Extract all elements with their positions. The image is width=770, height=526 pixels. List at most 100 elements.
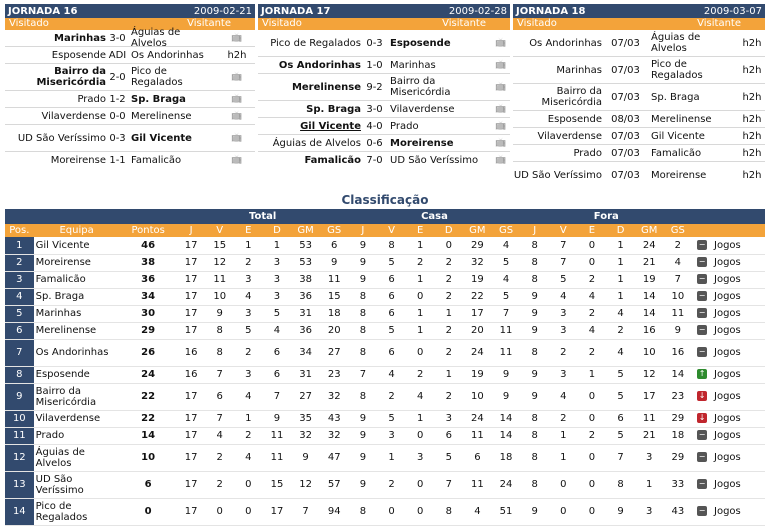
h2h-link[interactable]: h2h bbox=[742, 147, 762, 159]
jogos-link[interactable]: Jogos bbox=[712, 498, 765, 526]
team-name[interactable]: Os Andorinhas bbox=[33, 339, 120, 367]
col-gs[interactable]: GS bbox=[491, 224, 521, 237]
home-team[interactable]: Pico de Regalados bbox=[270, 37, 361, 49]
tv-icon[interactable]: 📺 bbox=[495, 138, 507, 148]
away-team[interactable]: Prado bbox=[390, 120, 419, 132]
home-team[interactable]: Vilaverdense bbox=[41, 110, 106, 122]
away-team[interactable]: Merelinense bbox=[131, 110, 192, 122]
col-d[interactable]: D bbox=[262, 224, 292, 237]
home-team[interactable]: Merelinense bbox=[291, 81, 361, 93]
col-v[interactable]: V bbox=[549, 224, 578, 237]
team-name[interactable]: UD São Veríssimo bbox=[33, 471, 120, 499]
tv-icon[interactable]: 📺 bbox=[495, 60, 507, 70]
home-team[interactable]: UD São Veríssimo bbox=[17, 132, 106, 144]
home-team[interactable]: Marinhas bbox=[556, 64, 602, 76]
away-team[interactable]: Merelinense bbox=[651, 113, 712, 125]
jogos-link[interactable]: Jogos bbox=[712, 366, 765, 384]
match-score[interactable]: 07/03 bbox=[611, 130, 640, 142]
tv-icon[interactable]: 📺 bbox=[231, 94, 243, 104]
jogos-link[interactable]: Jogos bbox=[712, 383, 765, 411]
home-team[interactable]: Bairro da Misericórdia bbox=[36, 66, 106, 88]
team-name[interactable]: Gil Vicente bbox=[33, 237, 120, 255]
home-team[interactable]: Moreirense bbox=[50, 154, 106, 166]
team-name[interactable]: Merelinense bbox=[33, 322, 120, 340]
tv-icon[interactable]: 📺 bbox=[495, 38, 507, 48]
match-score[interactable]: 0-3 bbox=[109, 132, 126, 144]
home-team[interactable]: Águias de Alvelos bbox=[272, 137, 361, 149]
col-pos[interactable]: Pos. bbox=[5, 224, 34, 237]
home-team[interactable]: Famalicão bbox=[304, 154, 361, 166]
away-team[interactable]: Pico de Regalados bbox=[131, 66, 183, 88]
match-score[interactable]: 07/03 bbox=[611, 147, 640, 159]
match-score[interactable]: 07/03 bbox=[611, 91, 640, 103]
tv-icon[interactable]: 📺 bbox=[495, 82, 507, 92]
team-name[interactable]: Sp. Braga bbox=[33, 288, 120, 306]
away-team[interactable]: Sp. Braga bbox=[131, 93, 186, 105]
col-e[interactable]: E bbox=[577, 224, 607, 237]
away-team[interactable]: Águias de Alvelos bbox=[131, 27, 181, 49]
match-score[interactable]: 07/03 bbox=[611, 169, 640, 181]
match-score[interactable]: 1-1 bbox=[109, 154, 126, 166]
away-team[interactable]: Gil Vicente bbox=[131, 132, 192, 144]
team-name[interactable]: Marinhas bbox=[33, 305, 120, 323]
match-score[interactable]: 3-0 bbox=[366, 103, 383, 115]
h2h-link[interactable]: h2h bbox=[742, 91, 762, 103]
team-name[interactable]: Vilaverdense bbox=[33, 410, 120, 428]
jogos-link[interactable]: Jogos bbox=[712, 254, 765, 272]
home-team[interactable]: Prado bbox=[573, 147, 602, 159]
match-score[interactable]: 07/03 bbox=[611, 37, 640, 49]
col-v[interactable]: V bbox=[205, 224, 235, 237]
match-score[interactable]: 0-6 bbox=[366, 137, 383, 149]
away-team[interactable]: Pico de Regalados bbox=[651, 59, 703, 81]
h2h-link[interactable]: h2h bbox=[742, 64, 762, 76]
col-gm[interactable]: GM bbox=[463, 224, 492, 237]
away-team[interactable]: Moreirense bbox=[651, 169, 707, 181]
match-score[interactable]: 08/03 bbox=[611, 113, 640, 125]
col-j[interactable]: J bbox=[176, 224, 206, 237]
col-e[interactable]: E bbox=[234, 224, 263, 237]
h2h-link[interactable]: h2h bbox=[742, 169, 762, 181]
away-team[interactable]: Águias de Alvelos bbox=[651, 32, 701, 54]
away-team[interactable]: Vilaverdense bbox=[390, 103, 455, 115]
col-j[interactable]: J bbox=[520, 224, 550, 237]
jogos-link[interactable]: Jogos bbox=[712, 305, 765, 323]
match-score[interactable]: 0-0 bbox=[109, 110, 126, 122]
team-name[interactable]: Famalicão bbox=[33, 271, 120, 289]
jogos-link[interactable]: Jogos bbox=[712, 288, 765, 306]
h2h-link[interactable]: h2h bbox=[742, 113, 762, 125]
h2h-link[interactable]: h2h bbox=[742, 37, 762, 49]
match-score[interactable]: 3-0 bbox=[109, 32, 126, 44]
home-team[interactable]: Esposende bbox=[51, 49, 106, 61]
col-j[interactable]: J bbox=[348, 224, 378, 237]
home-team[interactable]: Marinhas bbox=[54, 32, 106, 44]
tv-icon[interactable]: 📺 bbox=[231, 72, 243, 82]
team-name[interactable]: Prado bbox=[33, 427, 120, 445]
team-name[interactable]: Bairro da Misericórdia bbox=[33, 383, 120, 411]
col-v[interactable]: V bbox=[377, 224, 406, 237]
team-name[interactable]: Águias de Alvelos bbox=[33, 444, 120, 472]
tv-icon[interactable]: 📺 bbox=[495, 121, 507, 131]
tv-icon[interactable]: 📺 bbox=[495, 155, 507, 165]
jogos-link[interactable]: Jogos bbox=[712, 271, 765, 289]
jogos-link[interactable]: Jogos bbox=[712, 339, 765, 367]
match-score[interactable]: 1-0 bbox=[366, 59, 383, 71]
jogos-link[interactable]: Jogos bbox=[712, 471, 765, 499]
home-team[interactable]: Sp. Braga bbox=[306, 103, 361, 115]
col-e[interactable]: E bbox=[405, 224, 435, 237]
tv-icon[interactable]: 📺 bbox=[231, 33, 243, 43]
match-score[interactable]: 2-0 bbox=[109, 71, 126, 83]
away-team[interactable]: Bairro da Misericórdia bbox=[390, 76, 451, 98]
away-team[interactable]: Famalicão bbox=[131, 154, 182, 166]
away-team[interactable]: UD São Veríssimo bbox=[390, 154, 479, 166]
away-team[interactable]: Gil Vicente bbox=[651, 130, 705, 142]
jogos-link[interactable]: Jogos bbox=[712, 237, 765, 255]
away-team[interactable]: Esposende bbox=[390, 37, 451, 49]
col-gs[interactable]: GS bbox=[319, 224, 349, 237]
tv-icon[interactable]: 📺 bbox=[231, 133, 243, 143]
col-gm[interactable]: GM bbox=[291, 224, 320, 237]
h2h-link[interactable]: h2h bbox=[742, 130, 762, 142]
match-score[interactable]: 0-3 bbox=[366, 37, 383, 49]
jogos-link[interactable]: Jogos bbox=[712, 410, 765, 428]
col-gs[interactable]: GS bbox=[663, 224, 693, 237]
home-team[interactable]: Os Andorinhas bbox=[529, 37, 602, 49]
